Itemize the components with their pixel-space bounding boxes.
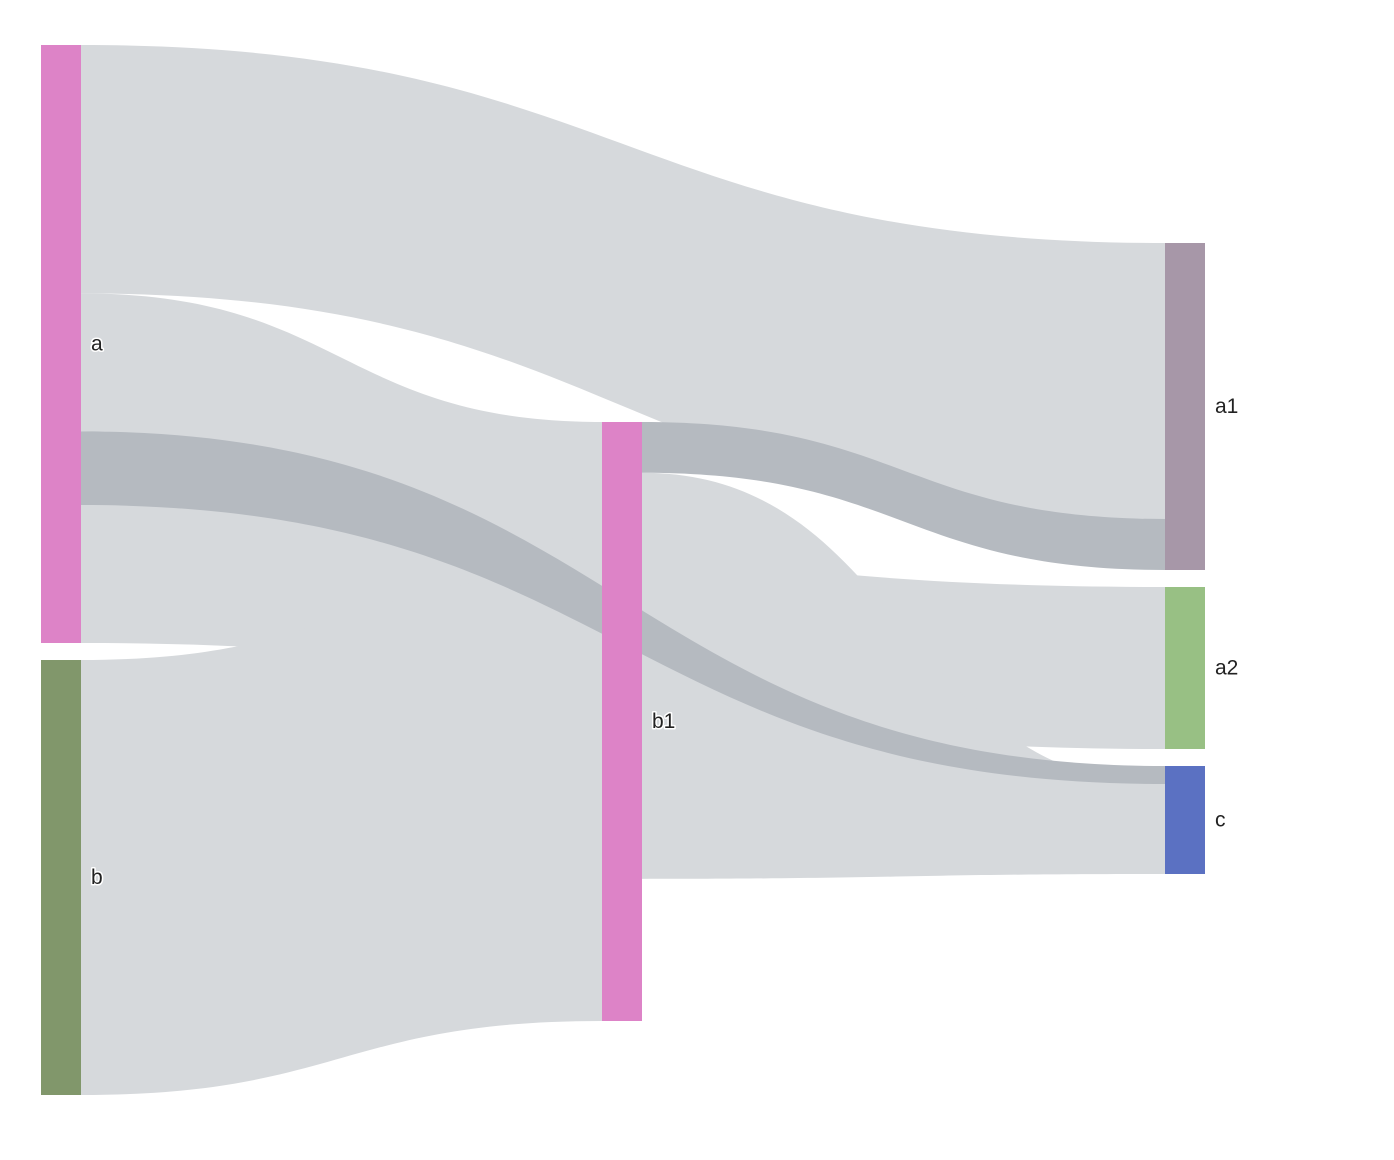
node-label-c: c: [1215, 809, 1226, 832]
node-label-a1: a1: [1215, 395, 1238, 418]
node-a2[interactable]: [1165, 587, 1205, 749]
link-a-to-a1: [81, 45, 1165, 519]
node-label-a: a: [91, 333, 103, 356]
link-b-to-b1: [81, 574, 602, 1095]
node-b1[interactable]: [602, 422, 642, 1021]
node-label-b1: b1: [652, 710, 675, 733]
node-a1[interactable]: [1165, 243, 1205, 570]
node-c[interactable]: [1165, 766, 1205, 874]
node-a[interactable]: [41, 45, 81, 643]
labels-layer: a b b1 a1 a2 c: [90, 331, 1240, 891]
node-label-b: b: [91, 866, 103, 889]
link-a-to-b1: [81, 293, 602, 575]
link-b1-to-a1: [642, 422, 1165, 570]
node-label-a2: a2: [1215, 657, 1238, 680]
node-b[interactable]: [41, 660, 81, 1095]
nodes-layer: [41, 45, 1205, 1095]
